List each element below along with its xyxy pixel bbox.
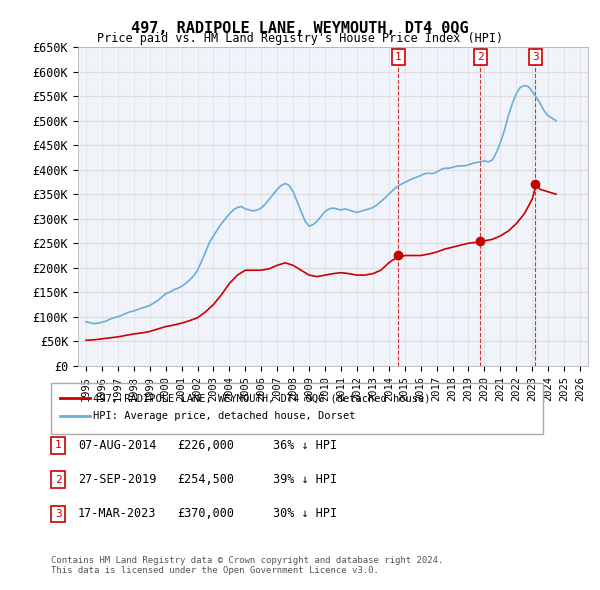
Text: £254,500: £254,500 (177, 473, 234, 486)
Text: £370,000: £370,000 (177, 507, 234, 520)
Text: 07-AUG-2014: 07-AUG-2014 (78, 439, 157, 452)
Text: 17-MAR-2023: 17-MAR-2023 (78, 507, 157, 520)
Text: Price paid vs. HM Land Registry's House Price Index (HPI): Price paid vs. HM Land Registry's House … (97, 32, 503, 45)
Text: 3: 3 (532, 52, 539, 62)
Text: HPI: Average price, detached house, Dorset: HPI: Average price, detached house, Dors… (93, 411, 355, 421)
Text: 2: 2 (477, 52, 484, 62)
Text: 3: 3 (55, 509, 62, 519)
Text: Contains HM Land Registry data © Crown copyright and database right 2024.
This d: Contains HM Land Registry data © Crown c… (51, 556, 443, 575)
Text: 36% ↓ HPI: 36% ↓ HPI (273, 439, 337, 452)
Text: 39% ↓ HPI: 39% ↓ HPI (273, 473, 337, 486)
Text: 27-SEP-2019: 27-SEP-2019 (78, 473, 157, 486)
Text: 1: 1 (395, 52, 402, 62)
Text: 2: 2 (55, 475, 62, 484)
Text: £226,000: £226,000 (177, 439, 234, 452)
Text: 1: 1 (55, 441, 62, 450)
Text: 30% ↓ HPI: 30% ↓ HPI (273, 507, 337, 520)
Text: 497, RADIPOLE LANE, WEYMOUTH, DT4 0QG: 497, RADIPOLE LANE, WEYMOUTH, DT4 0QG (131, 21, 469, 35)
Text: 497, RADIPOLE LANE, WEYMOUTH, DT4 0QG (detached house): 497, RADIPOLE LANE, WEYMOUTH, DT4 0QG (d… (93, 394, 431, 403)
